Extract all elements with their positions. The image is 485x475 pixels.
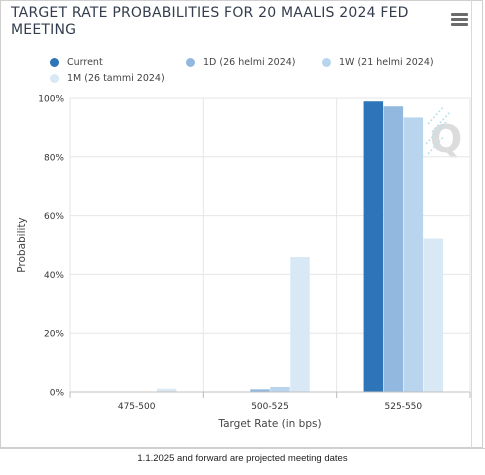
bar (156, 388, 177, 392)
x-tick-label: 475-500 (118, 402, 156, 412)
panel-divider (471, 0, 472, 448)
bar (383, 106, 404, 393)
x-axis-title: Target Rate (in bps) (217, 418, 321, 430)
legend-item[interactable]: 1W (21 helmi 2024) (322, 57, 434, 68)
y-tick-label: 100% (38, 95, 64, 105)
legend-label: 1W (21 helmi 2024) (339, 57, 434, 68)
bar (290, 257, 310, 392)
legend-marker (50, 58, 59, 67)
legend-item[interactable]: 1M (26 tammi 2024) (50, 73, 165, 84)
legend-label: 1M (26 tammi 2024) (67, 73, 165, 84)
footer-bar (0, 448, 485, 475)
bar (363, 101, 384, 392)
legend-item[interactable]: 1D (26 helmi 2024) (186, 57, 296, 68)
y-axis-title: Probability (16, 217, 28, 273)
q-logo-icon: Q (425, 105, 462, 161)
bar (250, 389, 270, 392)
y-tick-label: 40% (44, 271, 64, 281)
legend-item[interactable]: Current (50, 57, 103, 68)
legend-label: 1D (26 helmi 2024) (203, 57, 296, 68)
bar (423, 238, 444, 392)
x-tick-label: 500-525 (251, 402, 289, 412)
x-tick-label: 525-550 (385, 402, 423, 412)
y-tick-label: 0% (50, 389, 65, 399)
svg-text:Q: Q (430, 117, 462, 161)
y-tick-label: 60% (44, 212, 64, 222)
chart-title: TARGET RATE PROBABILITIES FOR 20 MAALIS … (11, 5, 409, 38)
legend-marker (322, 58, 331, 67)
hamburger-menu-icon[interactable] (451, 13, 468, 27)
bar (403, 117, 424, 393)
y-tick-label: 80% (44, 153, 64, 163)
bar (270, 387, 290, 392)
chart-plot: Q 0% 20% 40% 60% 80% 100% 475-500 500-525 525-55… (16, 95, 471, 430)
y-tick-label: 20% (44, 330, 64, 340)
legend-marker (186, 58, 195, 67)
legend-marker (50, 74, 59, 83)
footer-note: 1.1.2025 and forward are projected meeti… (137, 453, 348, 464)
legend-label: Current (67, 57, 103, 68)
